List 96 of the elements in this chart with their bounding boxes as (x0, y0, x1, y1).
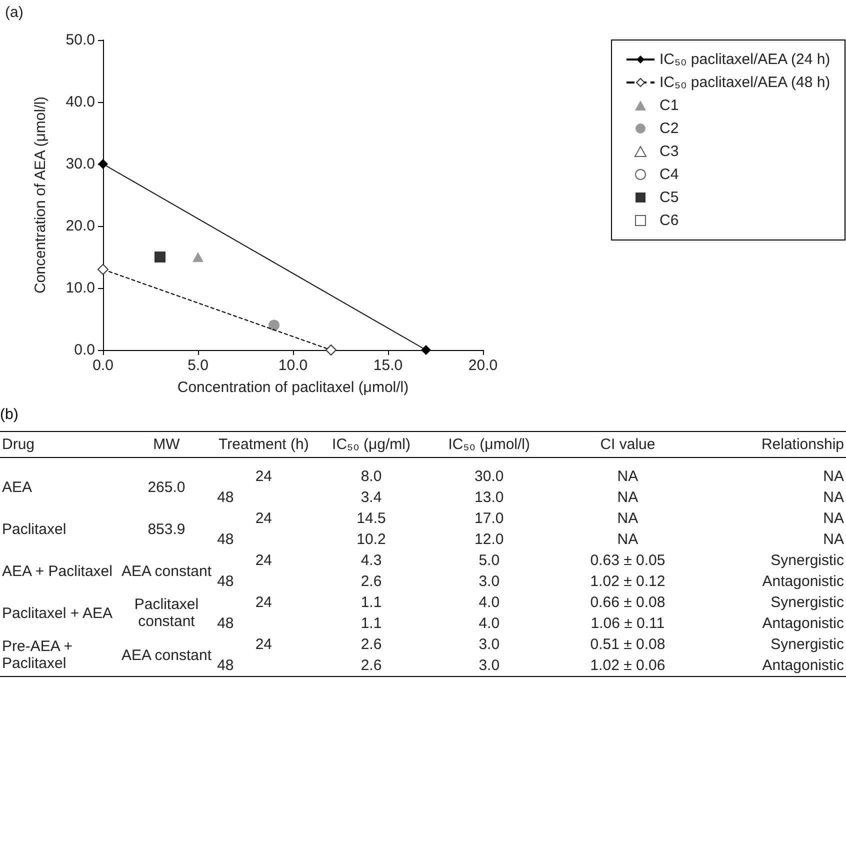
text: 3.4 (360, 488, 383, 508)
y-tick-label: 50.0 (66, 32, 95, 48)
text: IC₅₀ (μmol/l) (430, 432, 548, 458)
point (98, 264, 108, 275)
text: 24 (254, 635, 274, 655)
text: Paclitaxel (1, 520, 68, 540)
y-tick-label: 40.0 (66, 94, 95, 110)
text: Drug (0, 432, 118, 458)
text: 48 (216, 530, 235, 550)
text: NA (616, 467, 640, 487)
text: NA (616, 509, 640, 529)
text: 14.5 (356, 509, 387, 529)
text: 1.06 ± 0.11 (590, 614, 666, 634)
point (421, 345, 431, 355)
text: 8.0 (360, 467, 383, 487)
text: NA (616, 488, 640, 508)
point (326, 344, 336, 356)
text: Antagonistic (761, 614, 845, 634)
text: NA (616, 530, 640, 550)
legend-label: C6 (659, 212, 679, 229)
legend-label: C5 (659, 189, 679, 206)
text: 48 (216, 488, 235, 508)
point (154, 252, 166, 262)
text: 3.0 (478, 572, 501, 592)
legend-label: C2 (659, 120, 679, 137)
text: 3.0 (430, 655, 548, 676)
text: 0.66 ± 0.08 (589, 593, 666, 613)
text: NA (822, 467, 845, 487)
y-tick-label: 10.0 (66, 280, 95, 296)
text: Pre-AEA + Paclitaxel (0, 634, 118, 676)
text: 30.0 (474, 467, 505, 487)
y-axis-title: Concentration of AEA (μmol/l) (32, 96, 49, 294)
text: AEA constant (120, 562, 213, 582)
text: 4.0 (478, 593, 501, 613)
text: 2.6 (360, 635, 383, 655)
legend-label: IC₅₀ paclitaxel/AEA (24 h) (659, 51, 830, 68)
x-tick-label: 15.0 (373, 357, 403, 374)
text: Antagonistic (761, 572, 845, 592)
legend-label: C4 (659, 166, 679, 183)
text: IC₅₀ (μg/ml) (312, 432, 430, 458)
text: 24 (254, 509, 274, 529)
y-tick-label: 0.0 (74, 342, 95, 358)
x-tick-label: 20.0 (468, 357, 498, 374)
text: AEA (1, 478, 34, 498)
text: 4.3 (360, 551, 383, 571)
text: 24 (254, 551, 274, 571)
text: NA (822, 509, 845, 529)
text: 5.0 (478, 551, 501, 571)
text: 0.63 ± 0.05 (589, 551, 666, 571)
text: 265.0 (146, 478, 186, 498)
text: Synergistic (770, 593, 845, 613)
text: 2.6 (360, 572, 383, 592)
text: Treatment (h) (215, 432, 312, 458)
text: AEA constant (118, 634, 216, 676)
text: (b) (0, 406, 20, 423)
text: 24 (254, 593, 274, 613)
text: 1.1 (360, 593, 383, 613)
text: 10.2 (356, 530, 387, 550)
chart-title: (a) (5, 4, 24, 21)
text: 17.0 (474, 509, 505, 529)
text: NA (822, 488, 845, 508)
text: Paclitaxel + AEA (1, 604, 114, 624)
legend-label: C3 (659, 143, 679, 160)
text: 2.6 (312, 655, 430, 676)
text: 12.0 (474, 530, 505, 550)
x-tick-label: 5.0 (188, 357, 208, 374)
text: 4.0 (478, 614, 501, 634)
text: 853.9 (146, 520, 186, 540)
text: 48 (216, 572, 235, 592)
text: 1.02 ± 0.12 (589, 572, 666, 592)
text: MW (118, 432, 216, 458)
text: Paclitaxel constant (133, 595, 200, 632)
legend-label: C1 (659, 97, 679, 114)
text: 1.02 ± 0.06 (548, 655, 708, 676)
text: 1.1 (360, 614, 383, 634)
point (192, 252, 204, 262)
point (268, 320, 280, 331)
text: NA (822, 530, 845, 550)
legend-label: IC₅₀ paclitaxel/AEA (48 h) (659, 74, 830, 91)
text: Antagonistic (707, 655, 846, 676)
text: 3.0 (478, 635, 501, 655)
x-tick-label: 10.0 (278, 357, 308, 374)
text: 13.0 (474, 488, 505, 508)
y-tick-label: 20.0 (66, 218, 95, 234)
y-tick-label: 30.0 (66, 156, 95, 172)
text: 0.51 ± 0.08 (589, 635, 666, 655)
text: Synergistic (770, 635, 845, 655)
text: 48 (216, 614, 235, 634)
x-tick-label: 0.0 (92, 357, 114, 374)
x-axis-title: Concentration of paclitaxel (μmol/l) (177, 379, 409, 396)
text: AEA + Paclitaxel (1, 562, 114, 582)
text: 24 (254, 467, 274, 487)
text: 48 (215, 655, 312, 676)
text: Synergistic (770, 551, 845, 571)
text: CI value (548, 432, 708, 458)
text: Relationship (707, 432, 846, 458)
